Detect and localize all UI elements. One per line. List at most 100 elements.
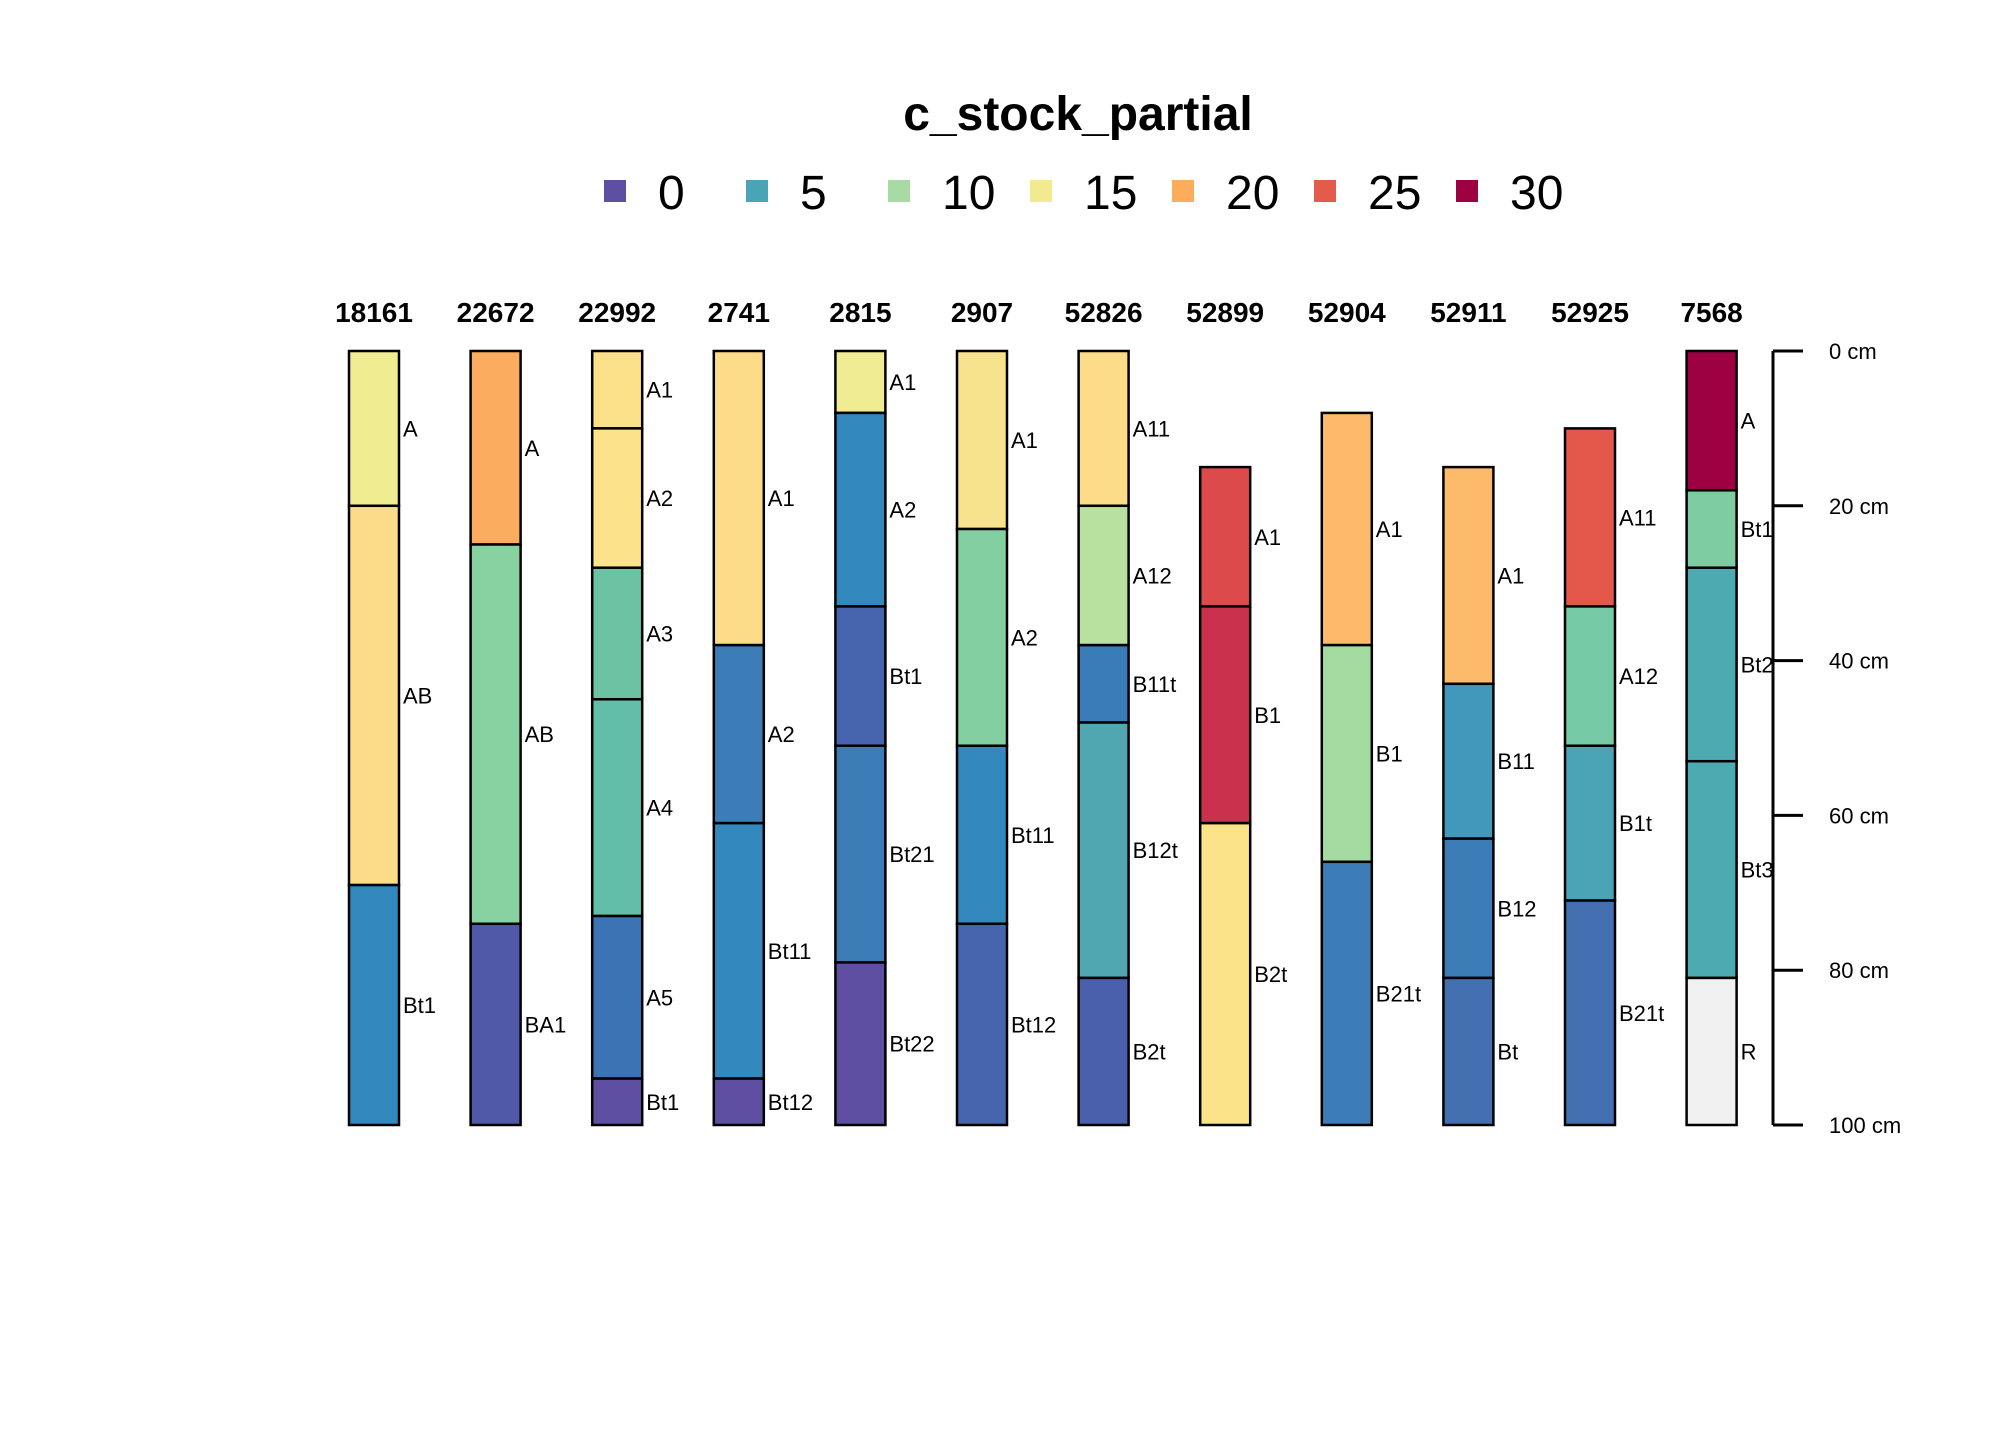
horizon-label: A: [525, 436, 540, 461]
legend-label-0: 0: [658, 167, 685, 220]
horizon-label: A11: [1619, 505, 1657, 530]
horizon-52904-B1: [1320, 643, 1374, 864]
horizon-2741-Bt11: [712, 821, 766, 1080]
horizon-label: B2t: [1133, 1039, 1166, 1064]
horizon-label: Bt22: [889, 1032, 934, 1057]
horizon-2741-A1: [712, 349, 766, 647]
horizon-52911-B12: [1442, 837, 1495, 980]
depth-axis: 0 cm 20 cm 40 cm 60 cm 80 cm 100 cm: [1771, 339, 1901, 1138]
profile-52899: 52899 A1 B1 B2t: [1186, 297, 1287, 1127]
horizon-label: Bt1: [1741, 517, 1774, 542]
depth-tick-label: 100 cm: [1829, 1113, 1901, 1138]
horizon-52899-B2t: [1198, 821, 1252, 1127]
profiles: 18161AABBt122672AABBA122992A1A2A3A4A5Bt1…: [335, 297, 1774, 1127]
horizon-label: Bt21: [889, 842, 934, 867]
horizon-label: A1: [768, 486, 795, 511]
horizon-label: AB: [525, 722, 554, 747]
horizon-52826-A11: [1077, 349, 1130, 508]
profile-id: 2815: [829, 297, 891, 328]
horizon-label: Bt1: [889, 664, 922, 689]
horizon-label: B21t: [1619, 1001, 1664, 1026]
horizon-label: A12: [1133, 563, 1172, 588]
profile-7568: 7568 A Bt1 Bt2 Bt3 R: [1680, 297, 1774, 1127]
horizon-label: B1: [1254, 703, 1281, 728]
profile-2815: 2815 A1 A2 Bt1 Bt21 Bt22: [829, 297, 935, 1127]
horizon-label: BA1: [525, 1012, 567, 1037]
horizon-label: A4: [646, 796, 673, 821]
horizon-52826-B2t: [1077, 976, 1130, 1127]
horizon-label: AB: [403, 683, 432, 708]
horizon-label: Bt: [1497, 1039, 1518, 1064]
horizon-label: A3: [646, 622, 673, 647]
horizon-label: A1: [1497, 563, 1524, 588]
legend-swatch-20: [1172, 180, 1194, 202]
horizon-7568-Bt1: [1685, 489, 1738, 569]
horizon-52925-A12: [1563, 605, 1617, 747]
horizon-label: A1: [1254, 525, 1281, 550]
horizon-52899-A1: [1198, 465, 1252, 608]
legend-label-5: 5: [800, 167, 827, 220]
horizon-52911-A1: [1442, 465, 1495, 686]
horizon-label: A12: [1619, 664, 1658, 689]
profile-52911: 52911 A1 B11 B12 Bt: [1430, 297, 1537, 1127]
horizon-52826-B12t: [1077, 721, 1130, 980]
horizon-18161-Bt1: [347, 883, 401, 1127]
horizon-label: B21t: [1376, 981, 1421, 1006]
horizon-label: B12: [1497, 896, 1536, 921]
horizon-22672-A: [469, 349, 522, 546]
horizon-label: A: [1741, 409, 1756, 434]
horizon-52911-B11: [1442, 682, 1495, 840]
horizon-label: A2: [768, 722, 795, 747]
legend-swatch-30: [1456, 180, 1478, 202]
legend: 0 5 10 15 20 25 30: [604, 167, 1563, 220]
profile-2741: 2741 A1 A2 Bt11 Bt12: [708, 297, 813, 1127]
profile-52925: 52925 A11 A12 B1t B21t: [1551, 297, 1664, 1127]
profile-id: 52925: [1551, 297, 1629, 328]
legend-swatch-15: [1030, 180, 1052, 202]
horizon-label: A2: [1011, 625, 1038, 650]
horizon-label: A2: [889, 498, 916, 523]
horizon-2815-Bt21: [834, 744, 887, 964]
horizon-52911-Bt: [1442, 976, 1495, 1127]
profile-2907: 2907 A1 A2 Bt11 Bt12: [951, 297, 1056, 1127]
horizon-label: Bt12: [1011, 1012, 1056, 1037]
profile-52826: 52826 A11 A12 B11t B12t B2t: [1065, 297, 1178, 1127]
legend-swatch-25: [1314, 180, 1336, 202]
horizon-label: A2: [646, 486, 673, 511]
depth-tick-label: 60 cm: [1829, 803, 1889, 828]
horizon-label: A: [403, 416, 418, 441]
profile-22992: 22992 A1 A2 A3 A4 A5 Bt1: [578, 297, 679, 1127]
horizon-label: B11t: [1133, 672, 1177, 697]
profile-id: 52899: [1186, 297, 1264, 328]
horizon-52925-A11: [1563, 427, 1617, 608]
horizon-2741-A2: [712, 643, 766, 825]
horizon-18161-A: [347, 349, 401, 508]
horizon-52899-B1: [1198, 605, 1252, 825]
profile-id: 7568: [1680, 297, 1742, 328]
profile-id: 52826: [1065, 297, 1143, 328]
profile-18161: 18161 A AB Bt1: [335, 297, 436, 1127]
horizon-52925-B21t: [1563, 899, 1617, 1127]
profile-id: 18161: [335, 297, 413, 328]
horizon-label: A1: [646, 378, 673, 403]
horizon-22992-Bt1: [590, 1077, 644, 1127]
profile-id: 22992: [578, 297, 656, 328]
horizon-52826-B11t: [1077, 643, 1130, 724]
horizon-22672-BA1: [469, 922, 522, 1127]
legend-label-25: 25: [1368, 167, 1421, 220]
horizon-7568-R: [1685, 976, 1738, 1127]
horizon-22992-A5: [590, 914, 644, 1080]
chart-title: c_stock_partial: [903, 88, 1253, 141]
horizon-7568-Bt2: [1685, 566, 1738, 763]
horizon-18161-AB: [347, 504, 401, 887]
horizon-label: Bt12: [768, 1090, 813, 1115]
legend-swatch-0: [604, 180, 626, 202]
depth-tick-label: 40 cm: [1829, 649, 1889, 674]
horizon-label: Bt1: [646, 1090, 679, 1115]
profile-id: 2907: [951, 297, 1013, 328]
horizon-label: A1: [1011, 428, 1038, 453]
horizon-label: Bt11: [1011, 823, 1055, 848]
horizon-2815-Bt22: [834, 961, 887, 1127]
horizon-label: A1: [889, 370, 916, 395]
